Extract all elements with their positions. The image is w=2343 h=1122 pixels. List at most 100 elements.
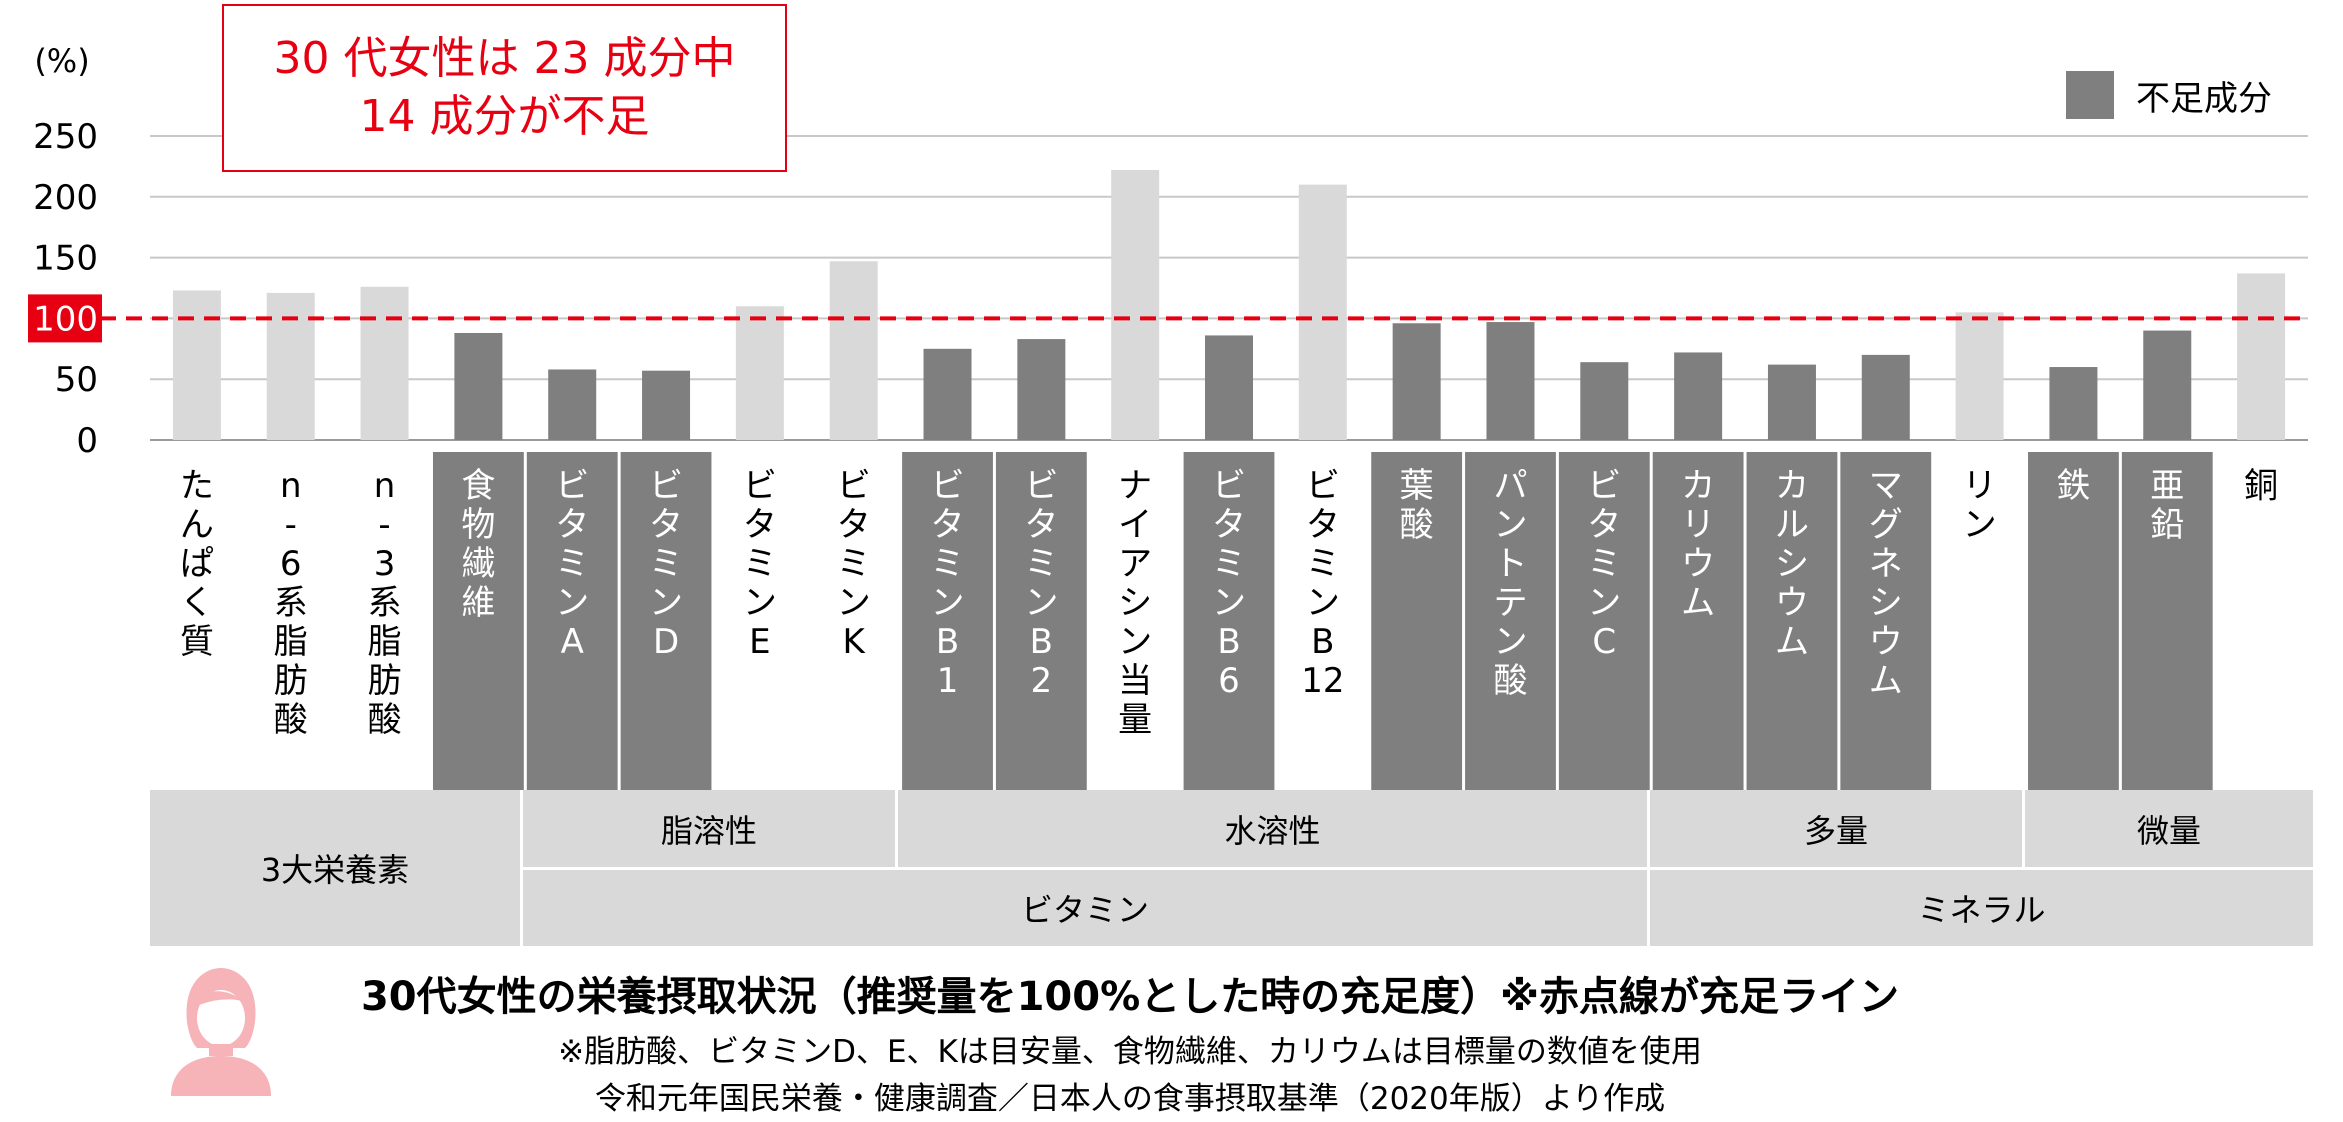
category-label-char: 鉛 <box>2150 505 2184 545</box>
y-tick-label: 250 <box>33 117 98 157</box>
category-label-char: タ <box>1024 505 1058 545</box>
category-label-backgrounds <box>432 452 2213 790</box>
category-label-highlight <box>1558 452 1650 790</box>
category-label-char: ン <box>743 583 777 623</box>
category-label-char: ミ <box>1306 544 1340 584</box>
category-label-highlight <box>620 452 712 790</box>
category-label-char: カ <box>1681 466 1715 506</box>
category-label-char: ビ <box>1587 466 1621 506</box>
category-label-char: ん <box>180 505 214 545</box>
bar <box>2143 330 2192 440</box>
category-label-char: 6 <box>280 544 302 584</box>
category-label-char: ミ <box>555 544 589 584</box>
category-label-char: ト <box>1493 544 1527 584</box>
category-label-char: シ <box>1775 544 1809 584</box>
category-label-highlight <box>1840 452 1932 790</box>
chart-legend: 不足成分 <box>2066 70 2272 120</box>
category-label-char: 亜 <box>2150 466 2184 506</box>
category-label-char: 3 <box>374 544 396 584</box>
category-label-char: パ <box>1493 466 1527 506</box>
y-tick-label: 100 <box>33 299 98 339</box>
category-label-highlight <box>1746 452 1838 790</box>
category-label-char: 肪 <box>274 661 308 701</box>
category-label-char: ン <box>1118 622 1152 662</box>
category-label-char: 葉 <box>1400 466 1434 506</box>
chart-bars <box>172 170 2286 440</box>
category-label-char: タ <box>649 505 683 545</box>
category-label-char: 銅 <box>2244 466 2278 506</box>
category-label-char: 鉄 <box>2056 466 2090 506</box>
reference-tick-highlight <box>28 294 102 343</box>
bar <box>1111 170 1160 440</box>
bar <box>1017 339 1066 440</box>
category-label-char: 繊 <box>461 544 495 584</box>
bar <box>642 370 691 440</box>
category-label-char: ビ <box>931 466 965 506</box>
category-label-char: 肪 <box>368 661 402 701</box>
category-label-char: ぱ <box>180 544 214 584</box>
category-label-char: ビ <box>555 466 589 506</box>
group-macro: 3大栄養素 <box>150 790 520 946</box>
chart-caption-source: 令和元年国民栄養・健康調査／日本人の食事摂取基準（2020年版）より作成 <box>594 1081 1666 1117</box>
category-label-char: カ <box>1775 466 1809 506</box>
category-label-char: ナ <box>1118 466 1152 506</box>
category-label-char: ル <box>1775 505 1809 545</box>
category-label-char: D <box>653 622 679 662</box>
category-label-char: ン <box>1963 505 1997 545</box>
category-label-char: 質 <box>180 622 214 662</box>
category-label-char: 12 <box>1301 661 1344 701</box>
category-label-char: ビ <box>837 466 871 506</box>
category-label-highlight <box>2121 452 2213 790</box>
bar <box>1674 352 1723 440</box>
category-label-char: 系 <box>368 583 402 623</box>
category-label-char: E <box>749 622 770 662</box>
category-label-char: シ <box>1869 583 1903 623</box>
category-label-char: ミ <box>1587 544 1621 584</box>
category-label-char: ミ <box>1024 544 1058 584</box>
category-label-char: 脂 <box>274 622 308 662</box>
bar <box>829 261 878 440</box>
category-label-char: 食 <box>461 466 495 506</box>
bar <box>1861 354 1910 440</box>
y-tick-label: 50 <box>55 360 98 400</box>
bar <box>1767 364 1816 440</box>
category-label-char: ビ <box>1306 466 1340 506</box>
category-label-char: ム <box>1775 622 1809 662</box>
category-label-char: ム <box>1681 583 1715 623</box>
group-water-soluble: 水溶性 <box>895 790 1647 867</box>
category-label-char: タ <box>931 505 965 545</box>
callout-line-2: 14 成分が不足 <box>359 91 650 142</box>
category-label-char: ミ <box>743 544 777 584</box>
category-label-highlight <box>902 452 993 790</box>
category-label-char: ウ <box>1775 583 1809 623</box>
y-axis-label: (%) <box>34 42 89 80</box>
category-label-char: ビ <box>1024 466 1058 506</box>
category-label-char: タ <box>743 505 777 545</box>
category-label-char: テ <box>1493 583 1527 623</box>
legend-swatch <box>2066 71 2114 119</box>
category-label-char: ン <box>931 583 965 623</box>
bar <box>1205 335 1253 440</box>
chart-caption-note: ※脂肪酸、ビタミンD、E、Kは目安量、食物繊維、カリウムは目標量の数値を使用 <box>558 1034 1702 1070</box>
woman-avatar-icon <box>171 968 271 1096</box>
summary-callout: 30 代女性は 23 成分中 14 成分が不足 <box>222 4 787 172</box>
group-fat-soluble: 脂溶性 <box>520 790 895 867</box>
category-label-char: た <box>180 466 214 506</box>
category-label-char: B <box>1030 622 1053 662</box>
category-label-char: ネ <box>1869 544 1903 584</box>
callout-line-1: 30 代女性は 23 成分中 <box>273 33 736 84</box>
category-label-char: ミ <box>931 544 965 584</box>
category-label-char: 系 <box>274 583 308 623</box>
bar <box>1580 362 1629 440</box>
bar <box>923 348 972 440</box>
group-trace: 微量 <box>2022 790 2313 867</box>
group-divider <box>520 867 2310 870</box>
y-axis-ticks: 0 50 100 150 200 250 <box>28 117 102 461</box>
bar <box>1955 312 2004 440</box>
category-label-char: - <box>285 505 297 545</box>
category-label-char: ン <box>555 583 589 623</box>
category-label-char: 1 <box>937 661 959 701</box>
category-label-char: C <box>1592 622 1616 662</box>
category-label-char: 酸 <box>274 700 308 740</box>
category-label-char: ン <box>1493 622 1527 662</box>
